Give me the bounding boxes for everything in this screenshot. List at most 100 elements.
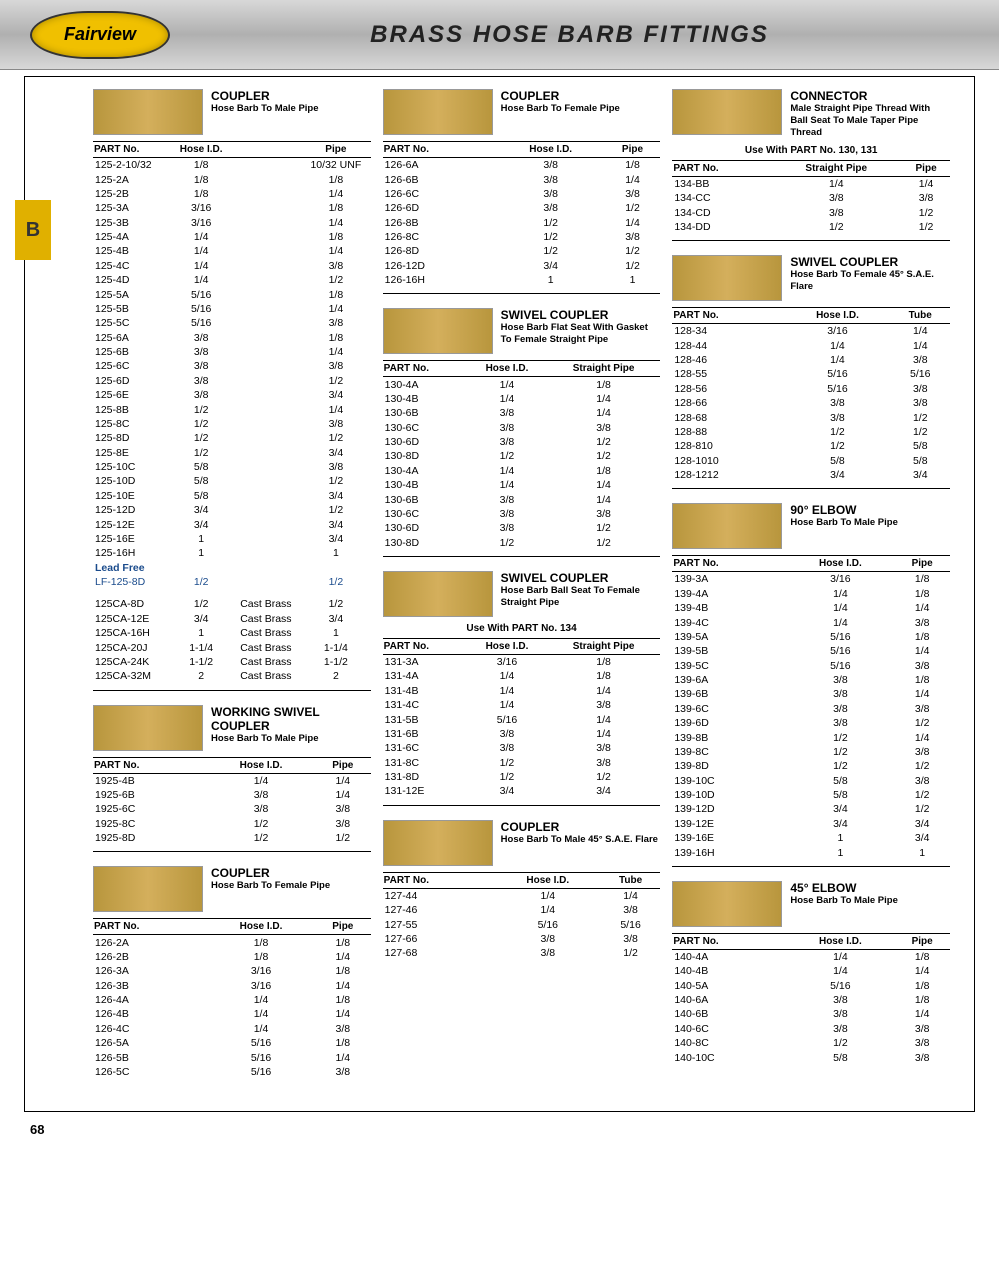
cell: 1/4: [894, 964, 950, 978]
cell: 1/2: [547, 521, 660, 535]
cell: 1/8: [894, 587, 950, 601]
parts-table: PART No.Hose I.D.Pipe126-2A1/81/8126-2B1…: [93, 918, 371, 1079]
cell: 1/4: [315, 1050, 371, 1064]
cell: 1/2: [786, 1036, 894, 1050]
cell: 128-34: [672, 324, 784, 339]
cell: 1/4: [894, 644, 950, 658]
cell: 1925-6B: [93, 788, 207, 802]
cell: 3/8: [467, 435, 547, 449]
cell: 1/8: [547, 464, 660, 478]
cell: 3/8: [172, 388, 231, 402]
cell: 5/16: [172, 316, 231, 330]
cell: 125-4A: [93, 230, 172, 244]
table-row: 130-6C3/83/8: [383, 507, 661, 521]
product-image: [93, 866, 203, 912]
cell: 3/8: [172, 345, 231, 359]
table-row: 125-4C1/43/8: [93, 259, 371, 273]
cell: 5/16: [786, 644, 894, 658]
cell: 3/8: [172, 331, 231, 345]
cell: 1/4: [786, 587, 894, 601]
table-row: 139-5B5/161/4: [672, 644, 950, 658]
table-row: 139-8D1/21/2: [672, 759, 950, 773]
cell: 1/8: [301, 201, 371, 215]
table-row: 125-3B3/161/4: [93, 216, 371, 230]
cell: 1/8: [172, 158, 231, 173]
cell: 1/2: [467, 756, 547, 770]
product-image: [672, 89, 782, 135]
cell: 130-8D: [383, 449, 467, 463]
cell: 1/2: [770, 220, 902, 234]
table-row: 128-565/163/8: [672, 382, 950, 396]
table-row: 130-8D1/21/2: [383, 449, 661, 463]
cell: 1/4: [894, 687, 950, 701]
cell: 3/4: [547, 784, 660, 798]
cell: 126-4B: [93, 1007, 207, 1021]
table-row: 139-5A5/161/8: [672, 630, 950, 644]
cell: 3/8: [467, 492, 547, 506]
table-row: 126-6D3/81/2: [383, 201, 661, 215]
cell: 1/4: [315, 950, 371, 964]
table-row: 134-CC3/83/8: [672, 191, 950, 205]
cell: 139-16E: [672, 831, 786, 845]
table-row: 125CA-12E3/4Cast Brass3/4: [93, 612, 371, 626]
cell: 3/8: [890, 353, 950, 367]
cell: 139-12D: [672, 802, 786, 816]
cell: 1/8: [172, 172, 231, 186]
table-row: 126-5C5/163/8: [93, 1065, 371, 1079]
cell: 1/4: [601, 888, 661, 903]
cell: [231, 244, 301, 258]
cell: 5/16: [467, 712, 547, 726]
cell: 3/8: [497, 172, 605, 186]
cell: 125CA-8D: [93, 597, 172, 611]
cell: 125-12D: [93, 503, 172, 517]
cell: 1/4: [315, 979, 371, 993]
col-header: [231, 142, 301, 158]
cell: 1/4: [890, 339, 950, 353]
cell: 125CA-16H: [93, 626, 172, 640]
cell: 3/8: [467, 741, 547, 755]
cell: 140-6C: [672, 1022, 786, 1036]
cell: 3/4: [890, 468, 950, 482]
table-row: 125-6E3/83/4: [93, 388, 371, 402]
cell: 3/8: [894, 774, 950, 788]
col-header: Hose I.D.: [467, 361, 547, 377]
cell: 3/8: [547, 421, 660, 435]
cell: 125-2B: [93, 187, 172, 201]
cell: 1/2: [301, 597, 371, 611]
cell: 3/8: [786, 716, 894, 730]
cell: 1/8: [894, 993, 950, 1007]
cell: 126-8B: [383, 216, 497, 230]
cell: 5/8: [172, 474, 231, 488]
cell: 3/8: [301, 359, 371, 373]
cell: 1/2: [172, 597, 231, 611]
cell: 3/8: [467, 421, 547, 435]
section-title: CONNECTORMale Straight Pipe Thread With …: [790, 89, 950, 139]
table-row: 139-6D3/81/2: [672, 716, 950, 730]
product-image: [383, 308, 493, 354]
cell: 1: [497, 273, 605, 287]
table-row: 130-4A1/41/8: [383, 377, 661, 392]
table-row: 139-12E3/43/4: [672, 817, 950, 831]
cell: 1/4: [547, 684, 660, 698]
cell: 3/8: [172, 374, 231, 388]
cell: 1/2: [605, 244, 661, 258]
table-row: 125-16E13/4: [93, 532, 371, 546]
cell: [231, 316, 301, 330]
cell: 3/4: [786, 817, 894, 831]
cell: 1/8: [207, 935, 315, 950]
section-s125: COUPLERHose Barb To Male PipePART No.Hos…: [93, 89, 371, 691]
cell: 128-55: [672, 367, 784, 381]
cell: 1/2: [207, 831, 315, 845]
cell: [231, 489, 301, 503]
cell: 3/8: [902, 191, 950, 205]
table-row: 131-3A3/161/8: [383, 654, 661, 669]
col-header: Hose I.D.: [497, 142, 605, 158]
col-header: Tube: [601, 872, 661, 888]
cell: 1/2: [547, 770, 660, 784]
cell: 125-16E: [93, 532, 172, 546]
cell: 1: [301, 546, 371, 560]
table-row: 125-8B1/21/4: [93, 402, 371, 416]
col-header: Hose I.D.: [495, 872, 601, 888]
section-title: WORKING SWIVEL COUPLERHose Barb To Male …: [211, 705, 371, 745]
cell: 131-6C: [383, 741, 467, 755]
